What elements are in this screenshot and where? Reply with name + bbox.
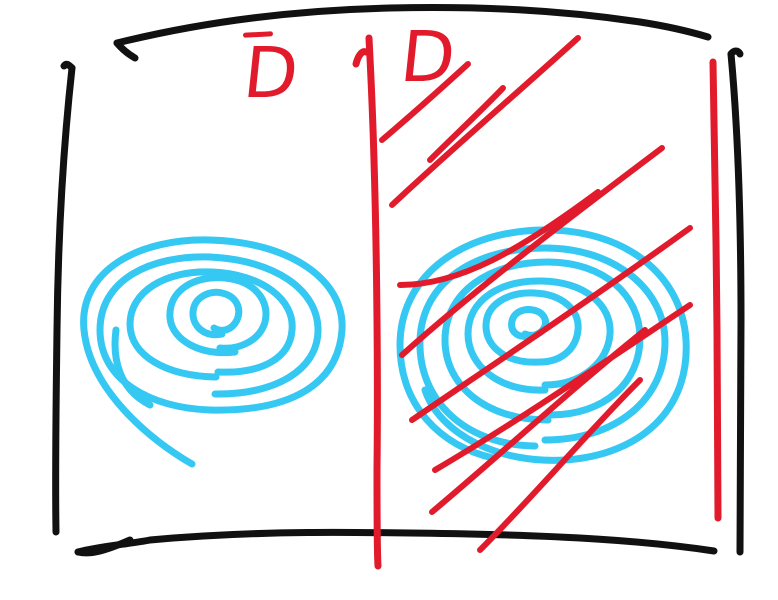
region-d-hatching bbox=[379, 35, 693, 553]
frame-top-start-tick bbox=[113, 39, 139, 62]
frame-bottom-left-hook bbox=[74, 536, 134, 557]
frame-bottom-edge bbox=[74, 528, 718, 556]
region-divider-top-tick bbox=[352, 48, 370, 68]
contour-left-middle bbox=[126, 268, 296, 381]
contour-left bbox=[80, 236, 346, 468]
hatch-line-3 bbox=[427, 85, 506, 163]
frame-top-edge bbox=[113, 4, 712, 47]
frame-right-edge bbox=[727, 50, 745, 556]
frame bbox=[52, 4, 745, 557]
hatch-line-2 bbox=[389, 35, 581, 208]
hatch-line-8 bbox=[429, 327, 648, 515]
hatch-line-1 bbox=[379, 61, 471, 143]
label-d: D bbox=[396, 16, 460, 98]
hatch-line-7 bbox=[432, 302, 693, 473]
region-boundaries bbox=[352, 34, 722, 570]
contour-right-fifth bbox=[482, 289, 582, 366]
frame-right-top-hook bbox=[727, 47, 744, 58]
hatch-line-5 bbox=[397, 189, 601, 288]
contour-left-core bbox=[189, 288, 243, 339]
contour-right-fourth bbox=[464, 277, 614, 394]
frame-left-edge bbox=[52, 64, 76, 536]
hatch-line-9 bbox=[477, 377, 643, 553]
contour-right-third bbox=[441, 258, 644, 424]
frame-left-top-hook bbox=[60, 60, 76, 72]
contour-left-inner bbox=[166, 274, 270, 357]
contour-left-outer bbox=[80, 236, 346, 468]
hatch-line-4 bbox=[399, 145, 665, 358]
hatch-line-6 bbox=[409, 225, 693, 423]
contour-left-tail bbox=[111, 326, 154, 409]
contour-right-second bbox=[416, 244, 669, 450]
region-divider-line bbox=[365, 34, 382, 570]
label-d-complement: D bbox=[239, 32, 303, 114]
region-right-boundary bbox=[709, 58, 722, 522]
